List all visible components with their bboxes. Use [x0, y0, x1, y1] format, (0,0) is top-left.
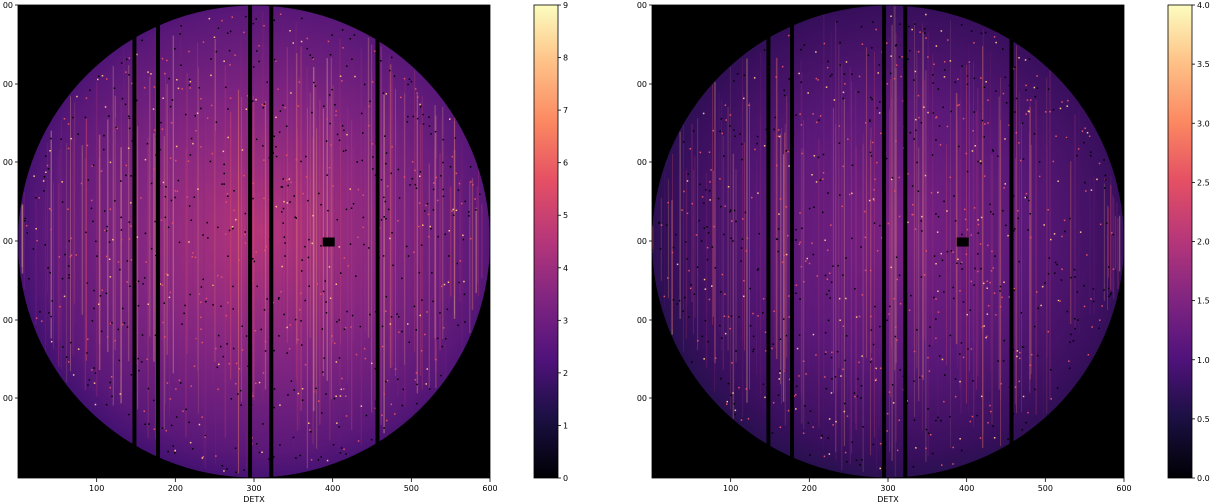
dead-column: [1010, 5, 1014, 478]
colorbar-tick-label: 7: [563, 106, 568, 115]
colorbar-tick-label: 3: [563, 316, 568, 325]
colorbar-tick-label: 3.0: [1197, 119, 1210, 128]
colorbar: [1168, 5, 1192, 478]
x-tick-label: 500: [404, 484, 419, 493]
x-tick-label: 500: [1038, 484, 1053, 493]
x-tick-label: 400: [325, 484, 340, 493]
dead-column: [156, 5, 160, 478]
x-tick-label: 300: [246, 484, 261, 493]
left-panel: 100 200 300 400 500 600 00 00 00 00 00 00 DETX 0 1 2 3 4 5…: [3, 1, 568, 503]
colorbar-tick-label: 6: [563, 159, 568, 168]
colorbar-tick-label: 0.0: [1197, 474, 1210, 483]
x-tick-label: 600: [1116, 484, 1131, 493]
colorbar-tick-label: 4: [563, 264, 568, 273]
x-tick-label: 600: [482, 484, 497, 493]
colorbar-tick-label: 2.5: [1197, 178, 1210, 187]
colorbar-tick-label: 8: [563, 54, 568, 63]
x-tick-label: 100: [89, 484, 104, 493]
colorbar-tick-label: 2: [563, 369, 568, 378]
y-tick-label: 00: [3, 237, 13, 246]
colorbar-tick-label: 1.0: [1197, 356, 1210, 365]
dead-column: [376, 5, 380, 478]
y-tick-label: 00: [3, 80, 13, 89]
dead-column: [269, 5, 273, 478]
colorbar-tick-label: 4.0: [1197, 1, 1210, 10]
x-tick-label: 100: [723, 484, 738, 493]
y-tick-label: 00: [637, 237, 647, 246]
colorbar-tick-label: 9: [563, 1, 568, 10]
y-tick-label: 00: [637, 158, 647, 167]
colorbar-tick-label: 0.5: [1197, 415, 1210, 424]
x-tick-label: 400: [959, 484, 974, 493]
x-axis-label: DETX: [877, 495, 899, 503]
y-tick-label: 00: [3, 316, 13, 325]
y-tick-label: 00: [637, 394, 647, 403]
y-tick-label: 00: [637, 1, 647, 10]
colorbar: [534, 5, 558, 478]
dead-column: [790, 5, 794, 478]
x-tick-label: 300: [880, 484, 895, 493]
dead-column: [132, 5, 136, 478]
dead-column: [766, 5, 770, 478]
dead-column: [248, 5, 252, 478]
dead-column: [903, 5, 907, 478]
colorbar-tick-label: 3.5: [1197, 60, 1210, 69]
colorbar-tick-label: 1: [563, 421, 568, 430]
y-tick-label: 00: [637, 80, 647, 89]
masked-spot: [957, 238, 969, 247]
right-panel: 100 200 300 400 500 600 00 00 00 00 00 00 DETX 0.0 0.5…: [637, 1, 1210, 503]
colorbar-tick-label: 5: [563, 211, 568, 220]
masked-spot: [323, 238, 335, 247]
y-tick-label: 00: [3, 158, 13, 167]
x-axis-label: DETX: [243, 495, 265, 503]
y-tick-label: 00: [637, 316, 647, 325]
colorbar-tick-label: 2.0: [1197, 238, 1210, 247]
y-tick-label: 00: [3, 1, 13, 10]
x-tick-label: 200: [802, 484, 817, 493]
x-tick-label: 200: [168, 484, 183, 493]
colorbar-tick-label: 1.5: [1197, 297, 1210, 306]
colorbar-tick-label: 0: [563, 474, 568, 483]
dead-column: [882, 5, 886, 478]
y-tick-label: 00: [3, 394, 13, 403]
